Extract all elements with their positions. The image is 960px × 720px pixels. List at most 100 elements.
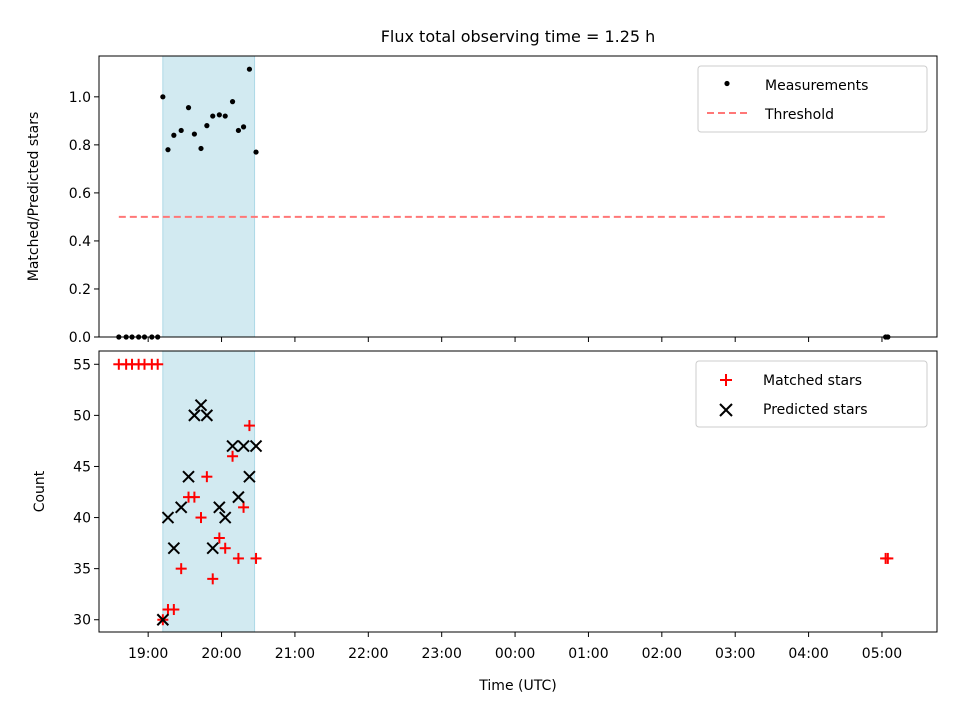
bottom-x-ticks: 19:00 20:00 21:00 22:00 23:00 00:00 01:00 02:00… [128, 632, 902, 662]
predicted-star-point [232, 490, 245, 504]
matched-star-point [219, 542, 231, 554]
bottom-matched-stars [113, 358, 894, 626]
predicted-star-stroke [161, 511, 175, 524]
legend-predicted-marker [719, 403, 733, 417]
y-tick-label: 0.0 [69, 330, 91, 346]
x-tick-label: 02:00 [642, 646, 682, 662]
predicted-star-stroke [156, 613, 170, 626]
y-tick-label: 35 [73, 562, 91, 578]
predicted-star-stroke [182, 470, 195, 483]
predicted-star-point [167, 542, 181, 555]
predicted-star-stroke [226, 439, 239, 453]
predicted-star-point [156, 613, 170, 626]
predicted-star-stroke [174, 501, 188, 514]
predicted-star-stroke [249, 439, 263, 453]
measurement-point [160, 94, 166, 100]
predicted-star-stroke [213, 501, 226, 514]
y-tick-label: 40 [73, 511, 91, 527]
measurement-point [178, 127, 184, 134]
y-tick-label: 1.0 [69, 90, 91, 106]
predicted-star-point [174, 501, 188, 514]
legend-measurements-marker [724, 80, 730, 87]
y-tick-label: 50 [73, 408, 91, 424]
predicted-star-point [219, 511, 232, 524]
measurement-point [240, 124, 247, 130]
y-tick-label: 0.2 [69, 282, 91, 298]
x-tick-label: 20:00 [201, 646, 241, 662]
predicted-star-point [188, 409, 201, 422]
x-tick-label: 21:00 [275, 646, 315, 662]
predicted-star-stroke [219, 511, 232, 524]
measurement-point [185, 105, 192, 111]
bottom-panel: 30 35 40 45 50 55 19:00 20:00 21:00 22:00 23:00 00… [32, 350, 938, 694]
x-tick-label: 00:00 [495, 646, 535, 662]
predicted-star-point [206, 542, 219, 555]
matched-star-point [882, 552, 894, 564]
matched-star-point [227, 450, 239, 462]
matched-star-point [188, 491, 200, 503]
matched-star-point [168, 604, 180, 616]
bottom-legend-box [695, 360, 928, 428]
matched-star-point [201, 471, 213, 483]
predicted-star-point [200, 409, 214, 422]
matched-star-point [232, 552, 244, 564]
top-legend-box [697, 65, 928, 133]
measurement-point [171, 132, 177, 138]
predicted-star-stroke [243, 470, 256, 483]
measurement-point [191, 131, 197, 137]
x-tick-label: 05:00 [862, 646, 902, 662]
matched-star-point [207, 573, 219, 585]
top-y-ticks: 0.0 0.2 0.4 0.6 0.8 1.0 [69, 90, 99, 346]
bottom-axes-frame [98, 350, 938, 633]
x-tick-label: 01:00 [568, 646, 608, 662]
bottom-y-ticks: 30 35 40 45 50 55 [73, 357, 99, 629]
y-tick-label: 30 [73, 613, 91, 629]
top-panel: 0.0 0.2 0.4 0.6 0.8 1.0 Matched/Predicted sta… [26, 55, 938, 346]
measurement-point [235, 127, 242, 134]
matched-star-point [175, 563, 187, 575]
measurement-point [210, 113, 216, 119]
x-tick-label: 22:00 [348, 646, 388, 662]
predicted-star-stroke [200, 409, 214, 422]
top-x-ticks [147, 337, 883, 342]
x-tick-label: 23:00 [422, 646, 462, 662]
y-tick-label: 0.4 [69, 234, 91, 250]
bottom-predicted-stars [156, 398, 263, 626]
top-legend: Measurements Threshold [697, 65, 928, 133]
figure-title: Flux total observing time = 1.25 h [381, 27, 656, 46]
matched-star-point [213, 532, 225, 544]
predicted-star-stroke [167, 542, 181, 555]
predicted-star-point [226, 439, 239, 453]
measurement-point [246, 66, 253, 72]
y-tick-label: 0.6 [69, 186, 91, 202]
bottom-legend: Matched stars Predicted stars [695, 360, 928, 428]
top-axes-frame [98, 55, 938, 338]
top-measurements [116, 66, 891, 340]
legend-predicted-label: Predicted stars [763, 402, 868, 418]
y-tick-label: 45 [73, 459, 91, 475]
bottom-y-axis-label: Count [32, 470, 48, 512]
measurement-point [204, 123, 210, 129]
measurement-point [253, 149, 259, 155]
predicted-star-stroke [188, 409, 201, 422]
bottom-shaded-span [162, 350, 256, 633]
predicted-star-stroke [232, 490, 245, 504]
matched-star-point [195, 512, 207, 524]
predicted-star-stroke [206, 542, 219, 555]
measurement-point [165, 147, 171, 153]
matched-star-point [238, 501, 250, 513]
matched-star-point [250, 552, 262, 564]
measurement-point [198, 145, 204, 152]
predicted-star-point [161, 511, 175, 524]
legend-matched-label: Matched stars [763, 373, 862, 389]
predicted-star-point [237, 439, 250, 453]
y-tick-label: 0.8 [69, 138, 91, 154]
predicted-star-point [243, 470, 256, 483]
predicted-star-stroke [194, 398, 208, 412]
predicted-star-point [194, 398, 208, 412]
bottom-x-axis-label: Time (UTC) [478, 678, 556, 694]
predicted-star-stroke [237, 439, 250, 453]
top-y-axis-label: Matched/Predicted stars [26, 112, 42, 282]
legend-threshold-label: Threshold [764, 107, 834, 123]
